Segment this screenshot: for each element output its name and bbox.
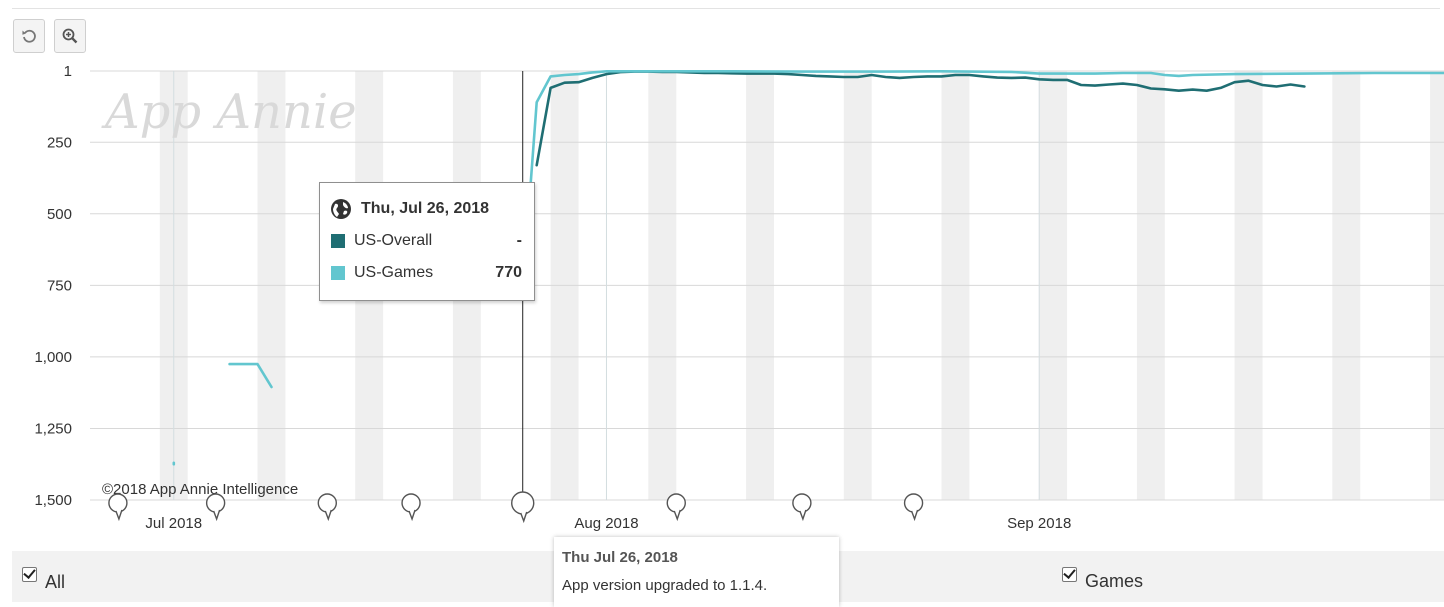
x-tick-label: Jul 2018: [145, 515, 202, 532]
legend-item-games[interactable]: Games: [1062, 565, 1143, 592]
event-marker-bubble: [666, 493, 686, 513]
series-line-us-games: [521, 70, 1444, 293]
x-tick-label: Sep 2018: [1007, 515, 1071, 532]
reset-zoom-button[interactable]: [13, 19, 45, 53]
tooltip-series-value: 770: [495, 264, 522, 281]
event-marker[interactable]: [401, 493, 421, 522]
top-divider: [12, 8, 1440, 9]
y-tick-label: 1: [64, 63, 72, 80]
event-marker-bubble: [401, 493, 421, 513]
tooltip-row-us-games: US-Games 770: [331, 263, 522, 283]
reset-zoom-icon: [22, 29, 36, 43]
series-line-us-games: [228, 362, 273, 389]
globe-icon: [331, 199, 351, 219]
event-marker-bubble: [903, 493, 924, 513]
event-marker-tail: [673, 509, 681, 522]
event-marker-bubble: [108, 493, 128, 513]
event-marker-tail: [324, 509, 332, 522]
legend-label: Games: [1085, 571, 1144, 591]
event-date: Thu Jul 26, 2018: [562, 549, 678, 566]
event-marker[interactable]: [317, 493, 337, 522]
legend-item-all[interactable]: All: [22, 565, 65, 593]
event-marker-tail: [115, 509, 123, 522]
event-marker[interactable]: [666, 493, 686, 522]
tooltip-series-name: US-Overall: [354, 232, 433, 249]
hover-tooltip: Thu, Jul 26, 2018 US-Overall - US-Games …: [319, 182, 535, 301]
y-tick-label: 500: [47, 206, 72, 223]
event-marker[interactable]: [792, 493, 812, 522]
watermark: App Annie: [101, 84, 357, 140]
event-marker[interactable]: [205, 493, 226, 522]
copyright-text: ©2018 App Annie Intelligence: [102, 481, 298, 498]
games-checkbox[interactable]: [1062, 567, 1077, 582]
y-tick-label: 750: [47, 277, 72, 294]
y-tick-label: 250: [47, 134, 72, 151]
y-tick-label: 1,000: [34, 349, 72, 366]
x-tick-label: Aug 2018: [574, 515, 638, 532]
event-marker-bubble: [792, 493, 812, 513]
event-marker-tail: [520, 511, 528, 524]
tooltip-date: Thu, Jul 26, 2018: [361, 200, 490, 217]
event-marker-tail: [910, 509, 919, 522]
event-marker-bubble: [511, 491, 535, 515]
event-popup: Thu Jul 26, 2018 App version upgraded to…: [554, 537, 839, 607]
y-tick-label: 1,250: [34, 420, 72, 437]
event-marker-tail: [408, 509, 416, 522]
event-description: App version upgraded to 1.1.4.: [562, 577, 768, 594]
tooltip-series-name: US-Games: [354, 264, 434, 281]
all-checkbox[interactable]: [22, 567, 37, 582]
event-marker-bubble: [317, 493, 337, 513]
tooltip-series-value: -: [516, 232, 522, 249]
tooltip-row-us-overall: US-Overall -: [331, 231, 522, 251]
legend-label: All: [45, 572, 66, 592]
event-marker[interactable]: [903, 493, 924, 522]
event-marker-tail: [212, 509, 221, 522]
zoom-in-icon: [62, 28, 78, 44]
series-swatch: [331, 266, 345, 280]
event-marker[interactable]: [511, 491, 535, 524]
event-marker-tail: [799, 509, 807, 522]
event-marker[interactable]: [108, 493, 128, 522]
event-marker-bubble: [205, 493, 226, 513]
zoom-in-button[interactable]: [54, 19, 86, 53]
series-swatch: [331, 234, 345, 248]
y-tick-label: 1,500: [34, 492, 72, 509]
